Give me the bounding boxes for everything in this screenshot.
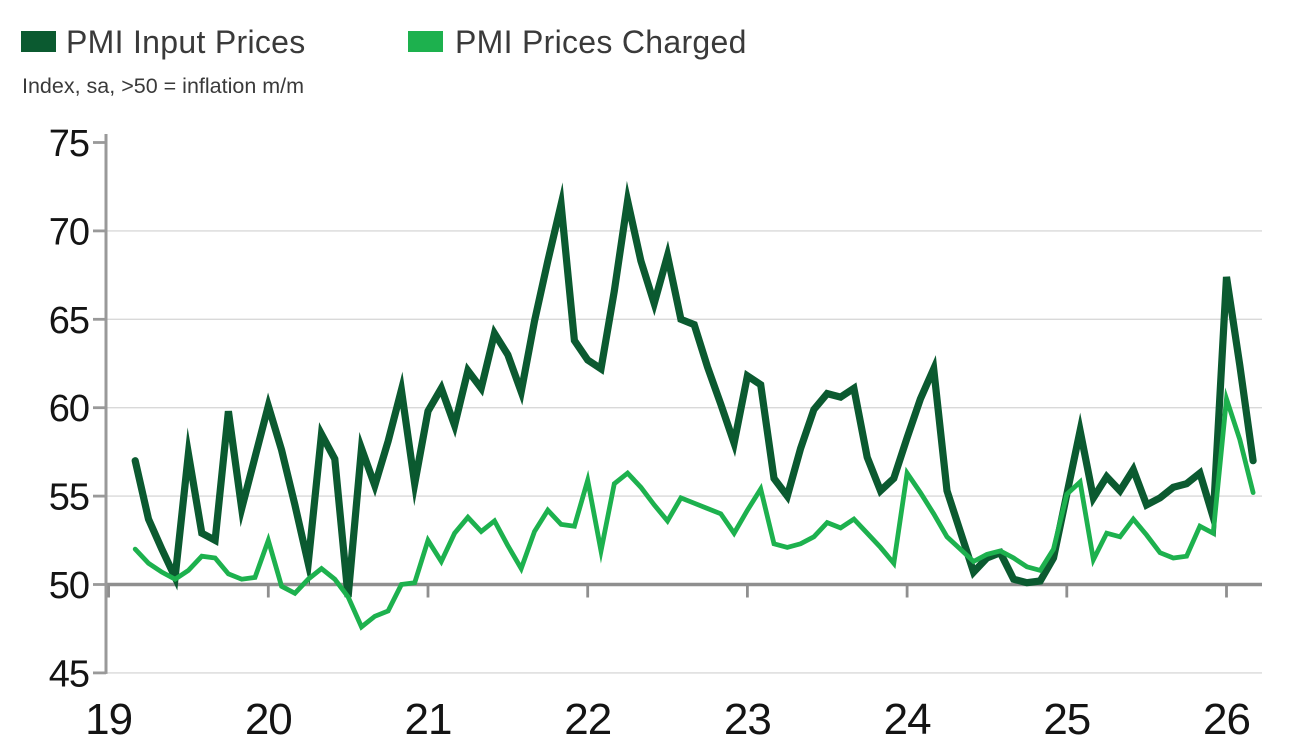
- y-tick-label: 65: [49, 300, 89, 342]
- x-tick-label: 22: [564, 695, 611, 744]
- chart-legend: PMI Input Prices PMI Prices Charged: [0, 0, 1305, 62]
- y-tick-label: 75: [49, 123, 89, 165]
- x-tick-label: 21: [405, 695, 452, 744]
- y-tick-label: 60: [49, 388, 89, 430]
- chart-subtitle: Index, sa, >50 = inflation m/m: [22, 74, 305, 98]
- x-tick-label: 19: [85, 695, 132, 744]
- prices-charged-legend-swatch: [408, 31, 443, 52]
- input-prices-line: [131, 180, 1257, 598]
- x-tick-label: 24: [884, 695, 931, 744]
- prices-charged-line: [132, 387, 1256, 631]
- prices-charged-legend-label: PMI Prices Charged: [455, 24, 747, 60]
- x-tick-label: 23: [724, 695, 771, 744]
- x-tick-label: 25: [1043, 695, 1090, 744]
- x-tick-label: 26: [1203, 695, 1250, 744]
- y-tick-label: 50: [49, 565, 89, 607]
- y-tick-label: 55: [49, 477, 89, 519]
- input-prices-legend-label: PMI Input Prices: [66, 24, 306, 60]
- x-tick-label: 20: [245, 695, 292, 744]
- y-tick-label: 70: [49, 211, 89, 253]
- input-prices-legend-swatch: [21, 31, 56, 52]
- y-tick-label: 45: [49, 653, 89, 695]
